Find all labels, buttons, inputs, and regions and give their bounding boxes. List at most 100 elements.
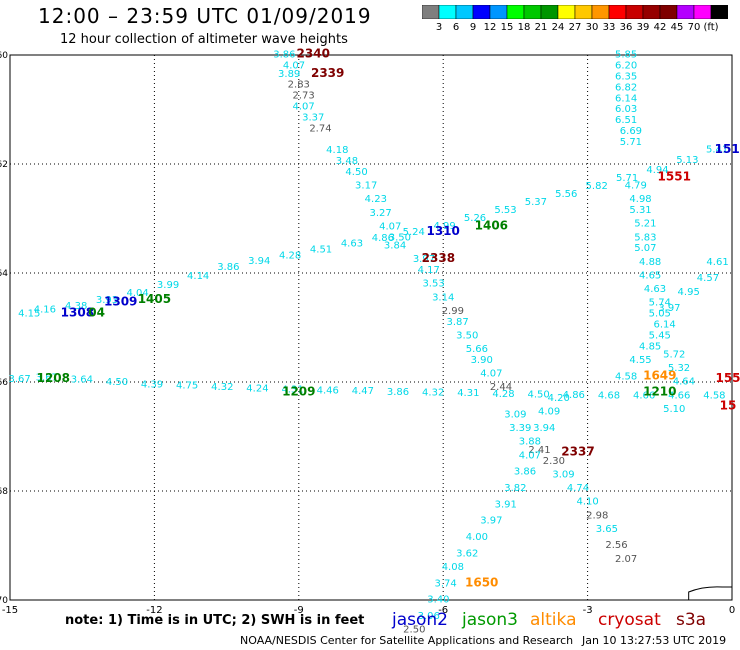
pass-time-label: 1210 <box>643 385 676 399</box>
y-tick-label: -70 <box>0 596 8 606</box>
wave-height-label: 3.14 <box>432 292 454 303</box>
wave-height-label: 4.46 <box>317 385 339 396</box>
color-scale-label: 33 <box>602 22 616 33</box>
wave-height-label: 3.67 <box>36 372 58 383</box>
legend-altika: altika <box>530 610 577 630</box>
wave-height-label: 5.13 <box>676 155 698 166</box>
wave-height-label: 4.95 <box>678 287 700 298</box>
wave-height-label: 5.10 <box>663 404 685 415</box>
wave-height-label: 3.99 <box>157 280 179 291</box>
pass-time-label: 1551 <box>658 169 691 183</box>
credit-line: NOAA/NESDIS Center for Satellite Applica… <box>240 634 574 647</box>
wave-height-label: 3.40 <box>427 595 449 606</box>
wave-height-label: 3.17 <box>355 181 377 192</box>
wave-height-label: 4.31 <box>281 385 303 396</box>
color-scale-label: 24 <box>551 22 565 33</box>
wave-height-label: 5.31 <box>629 205 651 216</box>
wave-height-label: 4.32 <box>422 387 444 398</box>
wave-height-label: 5.07 <box>634 243 656 254</box>
y-tick-label: -64 <box>0 269 8 279</box>
wave-height-label: 4.00 <box>466 532 488 543</box>
wave-height-label: 5.26 <box>464 213 486 224</box>
pass-time-label: 2339 <box>311 66 344 80</box>
wave-height-label: 4.68 <box>598 390 620 401</box>
wave-height-label: 5.32 <box>668 363 690 374</box>
wave-height-label: 4.65 <box>639 270 661 281</box>
wave-height-label: 4.51 <box>310 244 332 255</box>
wave-height-label: 4.99 <box>434 221 456 232</box>
wave-height-label: 2.99 <box>442 306 464 317</box>
wave-height-label: 3.37 <box>302 112 324 123</box>
wave-height-label: 3.94 <box>533 423 555 434</box>
color-scale-label: (ft) <box>703 22 719 33</box>
wave-height-label: 2.56 <box>605 540 627 551</box>
wave-height-label: 6.82 <box>615 82 637 93</box>
wave-height-label: 4.94 <box>646 165 668 176</box>
footer-note: note: 1) Time is in UTC; 2) SWH is in fe… <box>65 613 365 628</box>
wave-height-label: 5.85 <box>615 50 637 61</box>
color-scale-label: 9 <box>469 22 477 33</box>
pass-time-label: 1308 <box>61 306 94 320</box>
wave-height-label: 3.27 <box>369 208 391 219</box>
wave-height-label: 5.05 <box>649 309 671 320</box>
pass-time-label: 2340 <box>297 47 330 61</box>
wave-height-label: 5.45 <box>649 330 671 341</box>
wave-height-label: 6.51 <box>615 115 637 126</box>
wave-height-label: 2.41 <box>528 445 550 456</box>
plot-frame <box>9 54 733 601</box>
wave-height-label: 3.87 <box>447 317 469 328</box>
generation-timestamp: Jan 10 13:27:53 UTC 2019 <box>582 634 727 647</box>
wave-height-label: 4.63 <box>341 239 363 250</box>
wave-height-label: 5.37 <box>525 197 547 208</box>
legend-cryosat: cryosat <box>598 610 661 630</box>
wave-height-label: 3.09 <box>552 469 574 480</box>
color-scale-label: 6 <box>452 22 460 33</box>
wave-height-label: 2.98 <box>586 510 608 521</box>
color-scale-label: 18 <box>517 22 531 33</box>
wave-height-label: 4.07 <box>379 221 401 232</box>
color-scale-label: 21 <box>534 22 548 33</box>
wave-height-label: 6.14 <box>653 320 675 331</box>
wave-height-label: 4.38 <box>65 301 87 312</box>
wave-height-label: 2.83 <box>288 80 310 91</box>
wave-height-label: 4.58 <box>703 390 725 401</box>
wave-height-label: 6.14 <box>615 93 637 104</box>
wave-height-label: 6.20 <box>615 61 637 72</box>
pass-time-label: 2338 <box>422 251 455 265</box>
wave-height-label: 4.17 <box>418 265 440 276</box>
wave-height-label: 5.72 <box>663 349 685 360</box>
wave-height-label: 3.93 <box>96 295 118 306</box>
wave-height-label: 3.82 <box>504 483 526 494</box>
wave-height-label: 4.63 <box>644 284 666 295</box>
color-swatch <box>710 5 728 19</box>
color-scale-label: 12 <box>483 22 497 33</box>
wave-height-label: 3.84 <box>384 240 406 251</box>
wave-height-label: 3.90 <box>471 355 493 366</box>
legend-jason2: jason2 <box>392 610 448 630</box>
wave-height-label: 3.64 <box>71 375 93 386</box>
y-tick-label: -62 <box>0 160 8 170</box>
wave-height-label: 5.53 <box>494 205 516 216</box>
color-scale-label: 42 <box>653 22 667 33</box>
pass-time-label: 1649 <box>643 368 676 382</box>
wave-height-label: 4.86 <box>372 233 394 244</box>
pass-time-label: 1405 <box>138 292 171 306</box>
wave-height-label: 5.24 <box>403 227 425 238</box>
wave-height-label: 3.06 <box>418 611 440 622</box>
wave-height-label: 4.88 <box>639 257 661 268</box>
wave-height-label: 6.35 <box>615 72 637 83</box>
wave-height-label: 4.24 <box>246 383 268 394</box>
wave-height-label: 3.97 <box>658 303 680 314</box>
wave-height-label: 4.50 <box>345 167 367 178</box>
wave-height-label: 3.86 <box>514 467 536 478</box>
pass-time-label: 1208 <box>37 371 70 385</box>
wave-height-label: 5.83 <box>634 232 656 243</box>
wave-height-label: 3.89 <box>278 69 300 80</box>
wave-height-label: 4.39 <box>141 379 163 390</box>
wave-height-label: 4.07 <box>480 369 502 380</box>
wave-height-label: 4.61 <box>706 257 728 268</box>
wave-height-label: 4.28 <box>279 250 301 261</box>
wave-height-label: 2.07 <box>615 554 637 565</box>
wave-height-label: 3.65 <box>596 524 618 535</box>
